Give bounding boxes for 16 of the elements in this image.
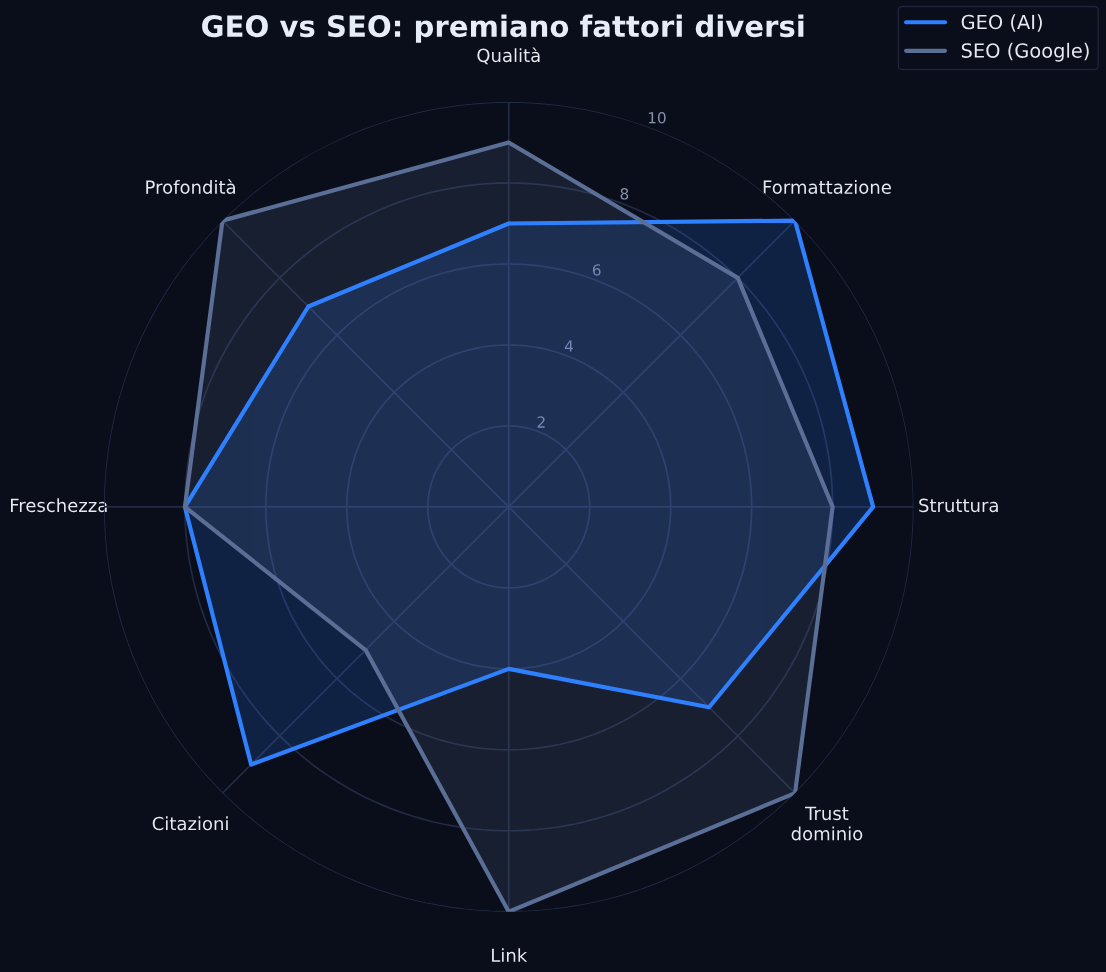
y-tick-label: 4 <box>564 340 574 352</box>
spoke-label: Qualità <box>477 47 540 65</box>
spoke-label: Trust dominio <box>791 806 863 841</box>
spoke-label: Citazioni <box>152 816 228 831</box>
y-tick-label: 10 <box>648 111 666 124</box>
legend-label: SEO (Google) <box>961 42 1089 62</box>
spoke-label: Profondità <box>146 179 235 194</box>
spoke-label: Link <box>492 948 528 962</box>
chart-title: GEO vs SEO: premiano fattori diversi <box>202 14 804 43</box>
y-tick-label: 2 <box>537 416 545 428</box>
y-tick-label: 8 <box>620 188 629 200</box>
spoke-label: Freschezza <box>11 498 107 513</box>
legend-label: GEO (AI) <box>961 14 1042 32</box>
y-tick-label: 6 <box>592 264 601 276</box>
spoke-label: Struttura <box>919 498 998 513</box>
spoke-label: Formattazione <box>763 179 891 194</box>
